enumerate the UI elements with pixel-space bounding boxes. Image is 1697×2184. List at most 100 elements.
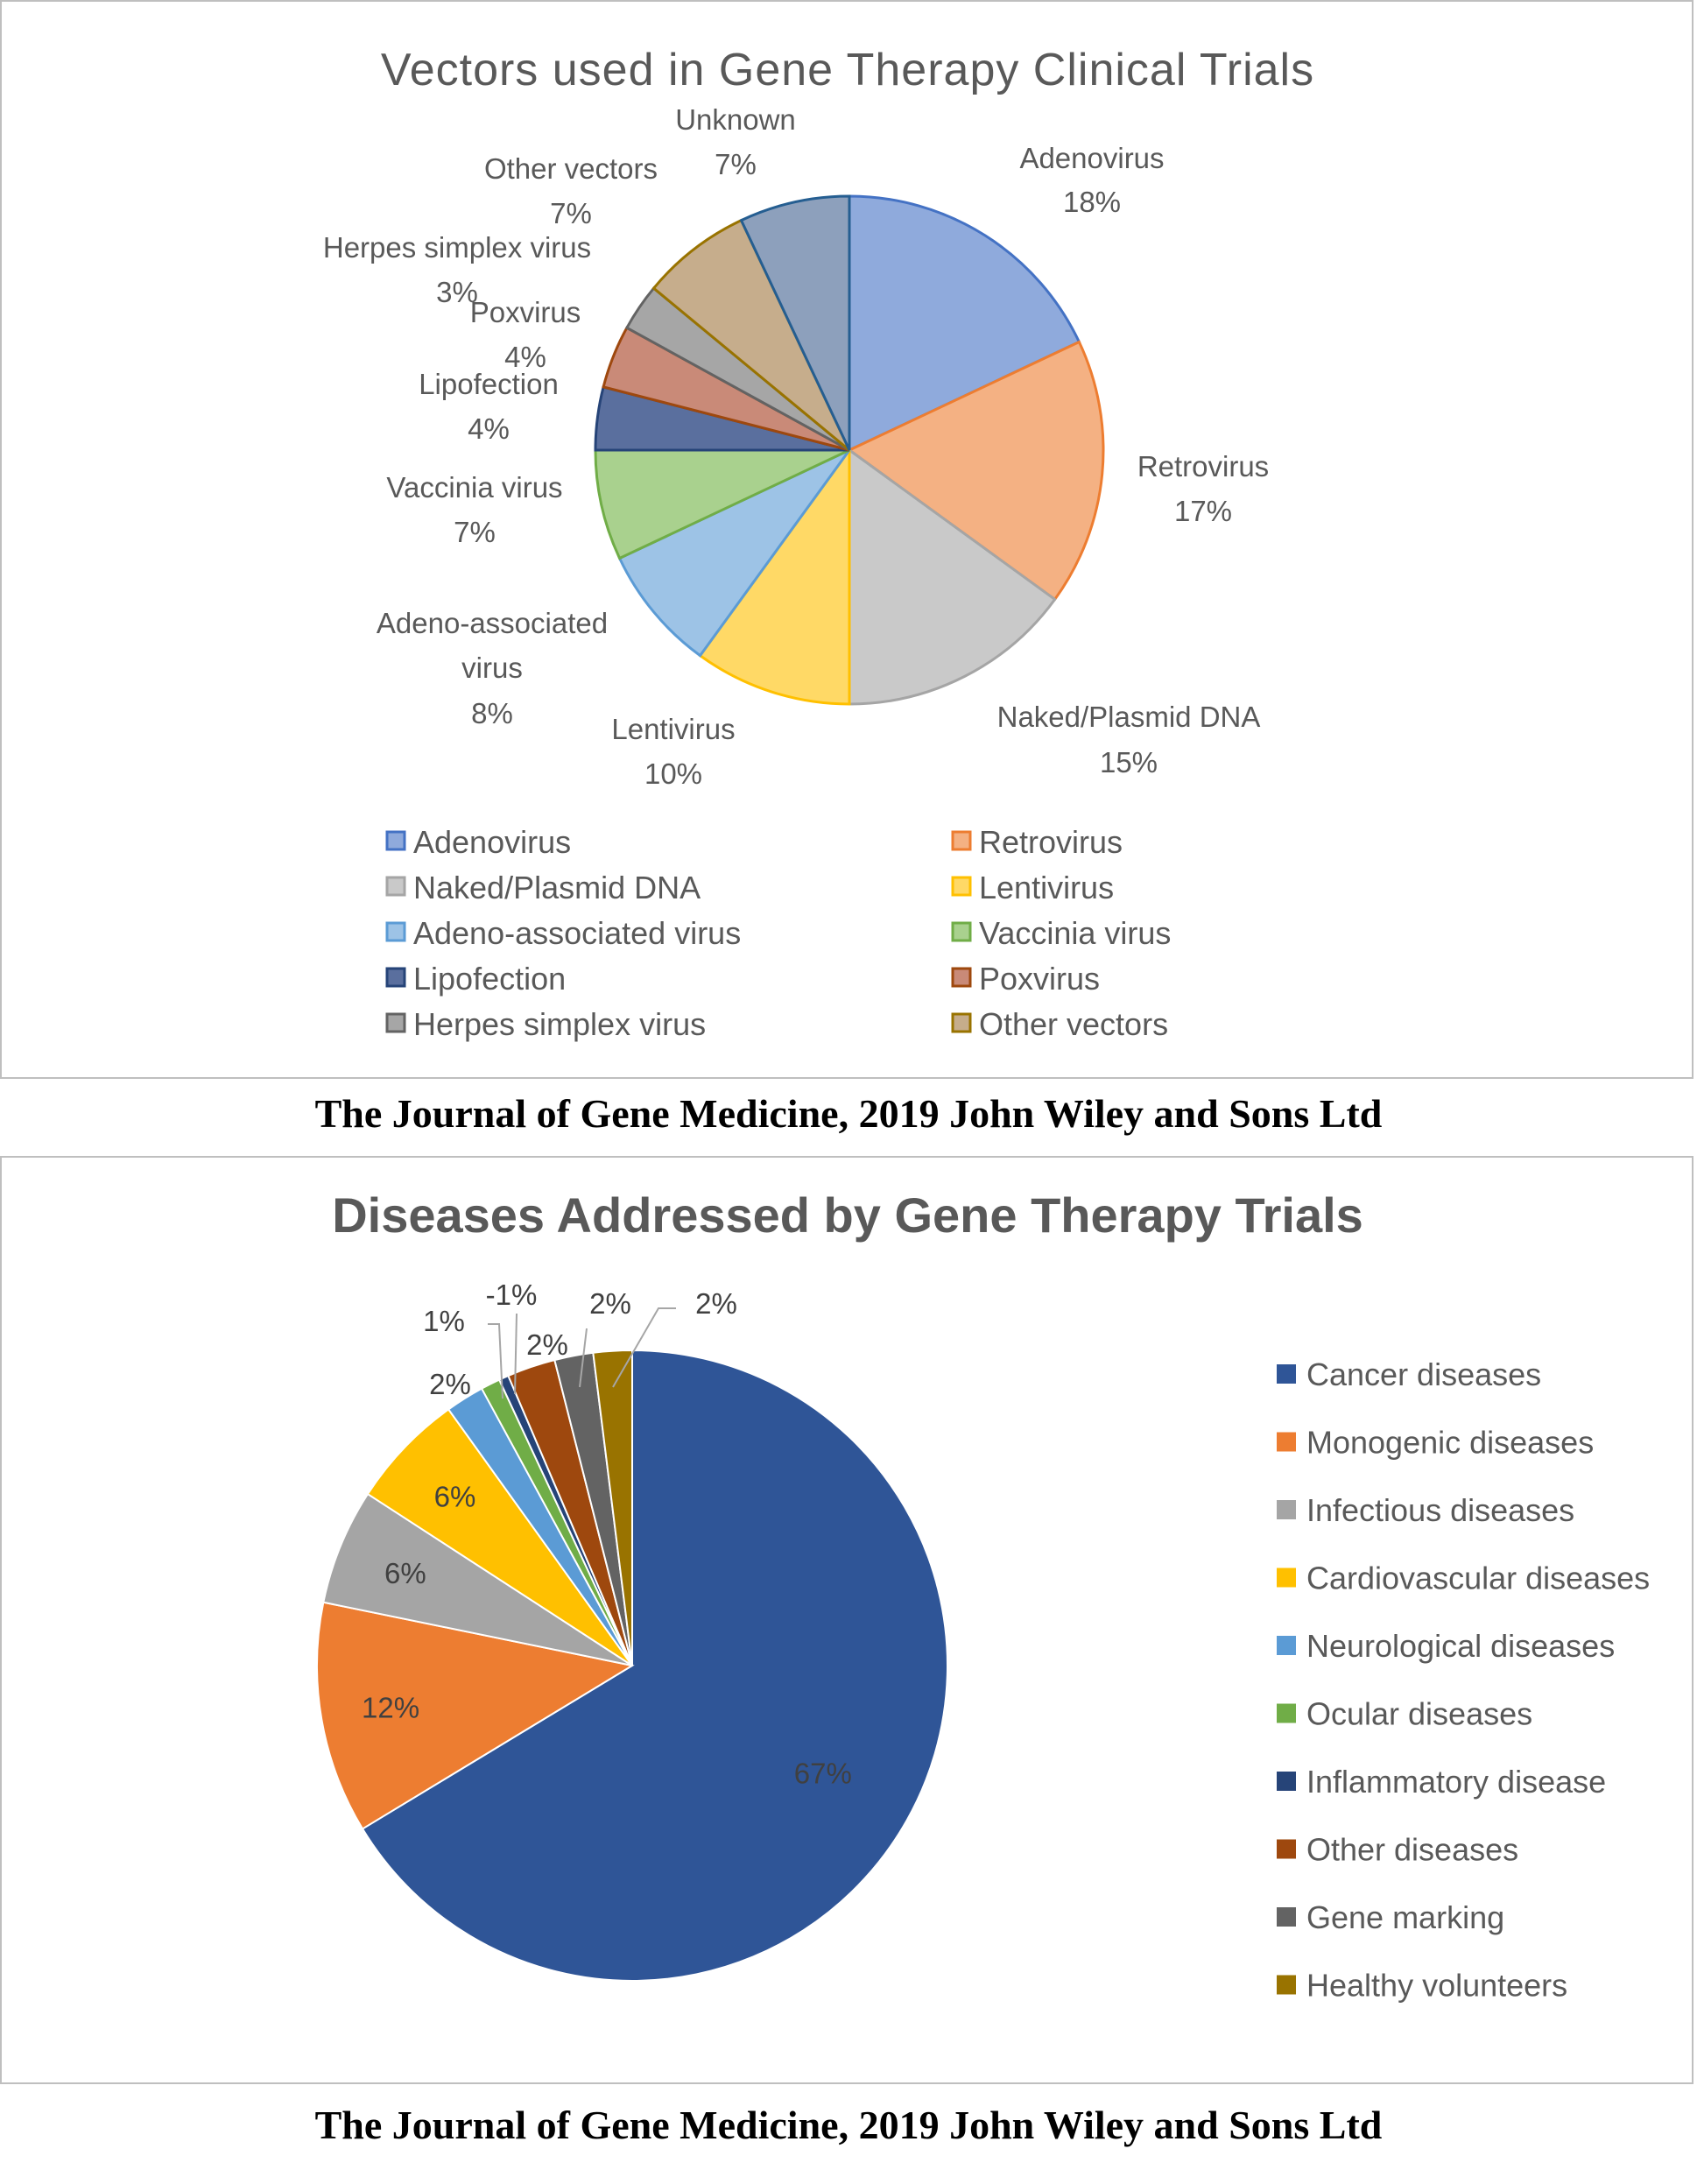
legend-item-healthy-volunteers: Healthy volunteers — [1277, 1968, 1567, 2004]
chart-title: Vectors used in Gene Therapy Clinical Tr… — [381, 45, 1314, 95]
data-label-neurological-diseases: 2% — [429, 1368, 471, 1400]
data-label-name-adeno-associated-virus: virus — [461, 652, 523, 684]
leader-line-gene-marking — [579, 1328, 588, 1388]
legend-item-vaccinia-virus: Vaccinia virus — [951, 915, 1171, 951]
legend-item-infectious-diseases: Infectious diseases — [1277, 1492, 1574, 1528]
data-label-ocular-diseases: 1% — [423, 1305, 465, 1337]
legend-item-neurological-diseases: Neurological diseases — [1277, 1628, 1615, 1664]
slice-vaccinia-virus — [594, 448, 850, 560]
slice-other-vectors — [651, 218, 851, 452]
data-label-gene-marking: 2% — [589, 1287, 631, 1320]
legend-swatch — [1277, 1432, 1296, 1452]
legend-label: Cancer diseases — [1306, 1356, 1541, 1392]
legend-label: Lentivirus — [979, 870, 1114, 905]
legend-item-cardiovascular-diseases: Cardiovascular diseases — [1277, 1561, 1650, 1596]
data-label-value-unknown: 7% — [715, 148, 757, 180]
legend-item-adenovirus: Adenovirus — [385, 824, 571, 860]
data-label-name-naked-plasmid-dna: Naked/Plasmid DNA — [997, 701, 1261, 733]
slice-lentivirus — [698, 446, 851, 706]
legend-swatch — [1277, 1500, 1296, 1519]
legend-item-other-vectors: Other vectors — [951, 1006, 1168, 1042]
data-label-value-lipofection: 4% — [468, 412, 510, 445]
legend-swatch — [951, 921, 972, 942]
legend-swatch — [1277, 1772, 1296, 1791]
leader-line-inflammatory-disease — [514, 1313, 518, 1395]
legend-swatch — [1277, 1975, 1296, 1995]
vectors-pie-chart: Vectors used in Gene Therapy Clinical Tr… — [323, 45, 1314, 1042]
legend-label: Herpes simplex virus — [413, 1006, 706, 1042]
slice-naked-plasmid-dna — [848, 447, 1057, 706]
legend-swatch — [1277, 1907, 1296, 1927]
legend-item-lipofection: Lipofection — [385, 961, 566, 997]
caption-bottom: The Journal of Gene Medicine, 2019 John … — [314, 2103, 1383, 2147]
legend-label: Neurological diseases — [1306, 1628, 1615, 1664]
data-label-healthy-volunteers: 2% — [695, 1287, 737, 1320]
data-label-value-vaccinia-virus: 7% — [454, 516, 496, 548]
data-label-name-lipofection: Lipofection — [419, 368, 559, 400]
data-label-name-herpes-simplex-virus: Herpes simplex virus — [323, 231, 591, 264]
legend-item-monogenic-diseases: Monogenic diseases — [1277, 1425, 1594, 1461]
data-label-cancer-diseases: 67% — [794, 1758, 852, 1790]
legend-item-adeno-associated-virus: Adeno-associated virus — [385, 915, 741, 951]
legend-item-poxvirus: Poxvirus — [951, 961, 1100, 997]
legend-item-naked-plasmid-dna: Naked/Plasmid DNA — [385, 870, 701, 905]
data-label-value-adeno-associated-virus: 8% — [471, 697, 513, 729]
data-label-name-poxvirus: Poxvirus — [470, 296, 581, 328]
slice-adeno-associated-virus — [617, 448, 851, 658]
legend-label: Other vectors — [979, 1006, 1168, 1042]
legend-label: Healthy volunteers — [1306, 1968, 1567, 2004]
legend-swatch — [1277, 1364, 1296, 1384]
legend-label: Ocular diseases — [1306, 1696, 1532, 1732]
data-label-value-herpes-simplex-virus: 3% — [436, 276, 478, 308]
legend-item-lentivirus: Lentivirus — [951, 870, 1114, 905]
data-label-inflammatory-disease: -1% — [486, 1279, 538, 1311]
legend-label: Cardiovascular diseases — [1306, 1561, 1650, 1596]
legend-label: Naked/Plasmid DNA — [413, 870, 701, 905]
legend-label: Vaccinia virus — [979, 915, 1171, 951]
legend-swatch — [951, 876, 972, 897]
legend-swatch — [951, 967, 972, 988]
data-label-name-retrovirus: Retrovirus — [1137, 450, 1269, 483]
diseases-pie-chart: Diseases Addressed by Gene Therapy Trial… — [316, 1187, 1650, 2004]
legend-swatch — [1277, 1568, 1296, 1588]
slice-adenovirus — [848, 194, 1081, 453]
legend-item-gene-marking: Gene marking — [1277, 1899, 1504, 1935]
data-label-name-unknown: Unknown — [675, 103, 796, 136]
slice-cardiovascular-diseases — [366, 1408, 633, 1666]
legend-label: Adenovirus — [413, 824, 571, 860]
slice-monogenic-diseases — [316, 1601, 635, 1830]
legend-item-cancer-diseases: Cancer diseases — [1277, 1356, 1541, 1392]
legend-label: Other diseases — [1306, 1832, 1518, 1868]
legend-item-ocular-diseases: Ocular diseases — [1277, 1696, 1532, 1732]
data-label-infectious-diseases: 6% — [384, 1557, 426, 1589]
data-label-value-adenovirus: 18% — [1063, 186, 1121, 218]
data-label-value-lentivirus: 10% — [644, 757, 702, 790]
data-label-name-vaccinia-virus: Vaccinia virus — [386, 471, 562, 504]
data-label-name-adenovirus: Adenovirus — [1019, 142, 1164, 174]
legend-swatch — [385, 967, 406, 988]
legend-label: Retrovirus — [979, 824, 1123, 860]
slice-cancer-diseases — [361, 1349, 948, 1982]
data-label-value-poxvirus: 4% — [504, 341, 546, 373]
data-label-other-diseases: 2% — [526, 1328, 568, 1361]
legend-swatch — [951, 1012, 972, 1033]
legend-label: Poxvirus — [979, 961, 1100, 997]
legend-swatch — [1277, 1703, 1296, 1723]
caption-top: The Journal of Gene Medicine, 2019 John … — [314, 1091, 1383, 1136]
data-label-name-lentivirus: Lentivirus — [611, 713, 735, 745]
slice-infectious-diseases — [322, 1492, 633, 1666]
legend-label: Infectious diseases — [1306, 1492, 1574, 1528]
slice-unknown — [739, 194, 851, 451]
data-label-monogenic-diseases: 12% — [362, 1692, 419, 1724]
legend-item-herpes-simplex-virus: Herpes simplex virus — [385, 1006, 706, 1042]
legend-swatch — [385, 921, 406, 942]
legend-label: Lipofection — [413, 961, 566, 997]
legend-label: Adeno-associated virus — [413, 915, 741, 951]
legend-swatch — [385, 830, 406, 851]
slice-retrovirus — [847, 340, 1105, 602]
leader-line-ocular-diseases — [488, 1323, 503, 1399]
vectors-chart-panel: Vectors used in Gene Therapy Clinical Tr… — [0, 0, 1693, 1079]
data-label-cardiovascular-diseases: 6% — [434, 1481, 476, 1513]
legend-item-retrovirus: Retrovirus — [951, 824, 1123, 860]
legend-item-other-diseases: Other diseases — [1277, 1832, 1518, 1868]
